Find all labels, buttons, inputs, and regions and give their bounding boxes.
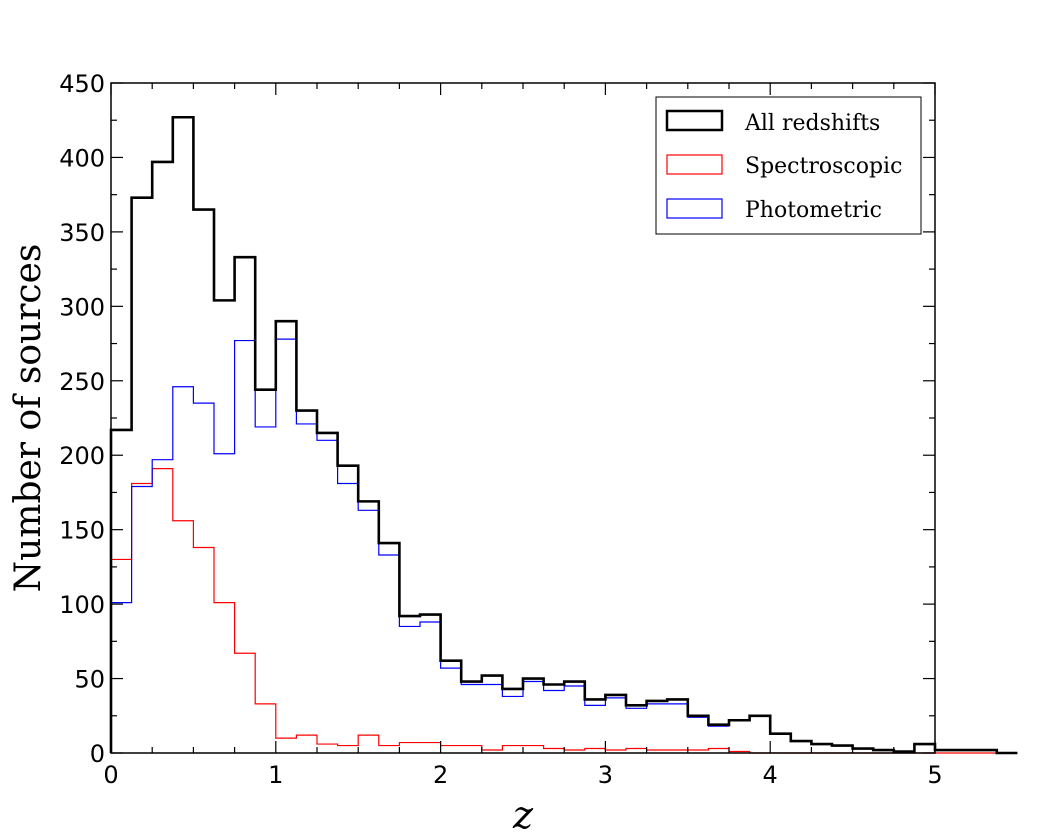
y-tick-label: 100 [59,591,105,619]
y-tick-label: 250 [59,368,105,396]
legend-label-all: All redshifts [744,111,880,136]
y-tick-labels: 0 50 100 150 200 250 300 350 400 450 [59,70,105,768]
legend-label-spectroscopic: Spectroscopic [745,154,902,179]
series-spectroscopic [110,468,1018,754]
legend: All redshifts Spectroscopic Photometric [655,96,922,235]
legend-swatch-all [665,109,724,132]
x-tick-label: 4 [763,761,778,789]
y-tick-label: 350 [59,219,105,247]
y-tick-label: 300 [59,293,105,321]
y-tick-label: 0 [90,740,105,768]
y-tick-label: 150 [59,517,105,545]
y-tick-label: 200 [59,442,105,470]
x-tick-label: 1 [268,761,283,789]
y-tick-label: 50 [74,666,105,694]
x-tick-label: 2 [433,761,448,789]
ticks-layer [110,82,936,754]
x-axis-title: z [512,793,534,837]
series-all-redshifts [109,115,1018,755]
x-tick-label: 0 [103,761,118,789]
legend-box [655,96,922,235]
x-tick-label: 5 [927,761,942,789]
legend-label-photometric: Photometric [745,198,882,223]
series-photometric [110,338,1018,754]
x-tick-labels: 0 1 2 3 4 5 [103,761,942,789]
y-tick-label: 450 [59,70,105,98]
x-tick-label: 3 [598,761,613,789]
legend-swatch-photometric [666,198,723,219]
y-axis-title: Number of sources [8,244,49,593]
y-tick-label: 400 [59,144,105,172]
legend-swatch-spectroscopic [666,154,723,175]
